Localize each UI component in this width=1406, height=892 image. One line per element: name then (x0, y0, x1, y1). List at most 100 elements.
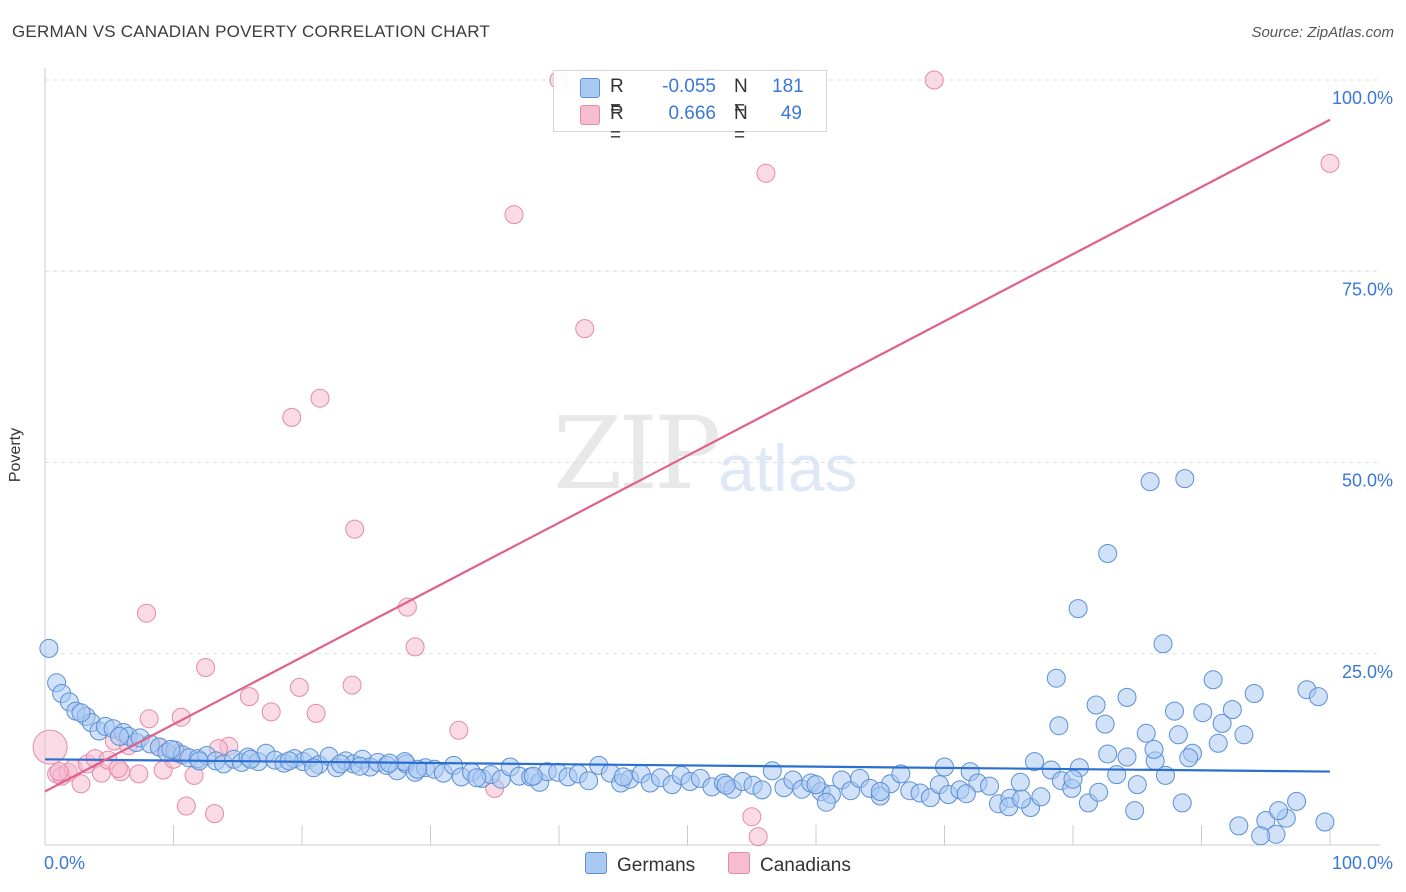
germans-point (1287, 791, 1307, 811)
y-tick-label: 75.0% (1342, 279, 1393, 299)
germans-point (1234, 725, 1254, 745)
canadians-point (71, 774, 91, 794)
canadians-point (306, 703, 326, 723)
axes (44, 68, 1380, 846)
chart-title: GERMAN VS CANADIAN POVERTY CORRELATION C… (12, 22, 490, 41)
bottom-label-canadians: Canadians (760, 855, 851, 876)
germans-point (1193, 703, 1213, 723)
correlation-legend: R = -0.055 N = 181 R = 0.666 N = 49 (553, 70, 827, 146)
legend-n-value-canadians: 49 (780, 103, 802, 124)
germans-point (1117, 747, 1137, 767)
germans-point (1175, 469, 1195, 489)
trend-lines (44, 118, 1331, 793)
y-tick-label: 100.0% (1332, 88, 1393, 108)
germans-point (1244, 684, 1264, 703)
germans-point (816, 792, 836, 812)
germans-point (891, 764, 911, 784)
canadians-point (129, 764, 149, 784)
germans-point (1086, 695, 1106, 715)
canadians-point (342, 675, 362, 695)
germans-point (1208, 733, 1228, 753)
bottom-label-germans: Germans (617, 855, 696, 876)
germans-point (762, 761, 782, 781)
canadians-point (137, 603, 156, 623)
canadians-point (139, 709, 159, 729)
germans-point (523, 766, 543, 786)
germans-point (1068, 599, 1088, 619)
germans-point (613, 767, 633, 787)
legend-r-label: R = (610, 103, 624, 146)
bottom-swatch-canadians (728, 852, 750, 874)
legend-n-value-germans: 181 (772, 76, 804, 97)
germans-point (1049, 716, 1069, 736)
canadians-point (449, 720, 469, 740)
legend-r-label: R = (610, 76, 624, 119)
germans-point (1127, 775, 1147, 795)
germans-point (920, 788, 940, 808)
germans-point (980, 776, 999, 796)
canadians-point (32, 729, 68, 765)
canadians-point (504, 205, 524, 225)
canadians-point (176, 796, 196, 816)
canadians-point (49, 762, 69, 782)
canadians-point (345, 519, 365, 539)
germans-point (1315, 812, 1335, 832)
germans-point (1098, 744, 1118, 764)
germans-point (956, 784, 976, 804)
canadians-point (289, 677, 309, 697)
y-tick-label: 50.0% (1342, 471, 1393, 491)
legend-n-label: N = (734, 103, 748, 146)
canadians-point (575, 319, 595, 339)
germans-point (331, 754, 351, 774)
canadians-point (924, 70, 944, 90)
germans-point (1063, 769, 1083, 789)
canadians-point (108, 759, 128, 778)
germans-point (110, 726, 129, 746)
germans-point (1168, 725, 1188, 745)
x-tick-label: 0.0% (44, 853, 85, 873)
germans-point (1117, 687, 1137, 707)
germans-point (716, 775, 736, 795)
germans-point (1203, 670, 1223, 690)
germans-point (467, 768, 487, 788)
grid-lines (45, 79, 1380, 655)
bottom-swatch-germans (585, 852, 607, 874)
germans-point (350, 756, 370, 776)
x-tick-label: 100.0% (1332, 853, 1393, 873)
canadians-point (1320, 153, 1340, 173)
germans-point (1172, 793, 1192, 813)
canadians-point (756, 163, 776, 183)
germans-point (1012, 789, 1032, 809)
canadians-point (310, 388, 330, 408)
y-tick-label: 25.0% (1342, 662, 1393, 682)
germans-point (1212, 713, 1232, 733)
germans-point (241, 749, 261, 769)
germans-point (1179, 748, 1199, 768)
germans-point (1089, 782, 1109, 802)
canadians-point (205, 804, 225, 824)
canadians-point (239, 687, 259, 707)
tick-labels: 100.0% 75.0% 50.0% 25.0% 0.0% 100.0% (44, 88, 1393, 873)
germans-point (1222, 700, 1242, 720)
canadians-trend-line (44, 118, 1331, 793)
germans-point (1165, 701, 1184, 721)
germans-point (1308, 687, 1328, 707)
watermark-atlas: atlas (718, 431, 858, 505)
canadians-point (261, 702, 281, 722)
canadians-point (405, 637, 425, 657)
germans-point (1107, 765, 1127, 785)
germans-point (870, 782, 890, 801)
germans-point (579, 771, 599, 791)
germans-point (1140, 472, 1160, 492)
legend-swatch-canadians (580, 105, 600, 125)
germans-point (39, 638, 59, 658)
germans-point (1269, 801, 1289, 821)
germans-point (161, 739, 181, 759)
germans-point (1153, 634, 1173, 654)
germans-point (304, 758, 324, 778)
germans-point (1144, 739, 1164, 759)
canadians-point (196, 658, 216, 677)
bottom-legend-germans: Germans (585, 852, 695, 877)
germans-point (1095, 714, 1115, 734)
